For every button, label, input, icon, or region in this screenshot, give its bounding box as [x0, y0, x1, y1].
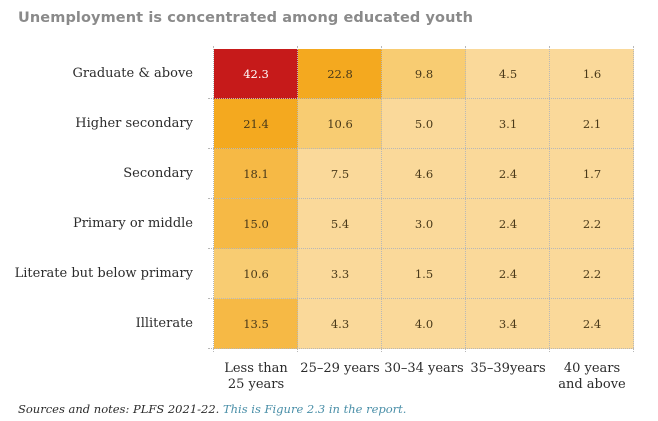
heatmap-cell: 3.3: [298, 249, 382, 299]
heatmap-cell: 3.1: [466, 99, 550, 149]
grid-line-vertical: [465, 46, 466, 352]
grid-line-vertical: [633, 46, 634, 352]
heatmap-cell: 3.0: [382, 199, 466, 249]
heatmap-cell: 2.4: [550, 299, 634, 349]
row-label: Literate but below primary: [14, 266, 193, 281]
heatmap-cell: 9.8: [382, 49, 466, 99]
source-note: Sources and notes: PLFS 2021-22. This is…: [18, 402, 406, 416]
heatmap-cell: 1.6: [550, 49, 634, 99]
heatmap-cell: 15.0: [214, 199, 298, 249]
heatmap-cell: 21.4: [214, 99, 298, 149]
column-label: 40 years and above: [558, 361, 626, 392]
heatmap-cell: 7.5: [298, 149, 382, 199]
column-label: Less than 25 years: [224, 361, 288, 392]
heatmap-cell: 2.2: [550, 199, 634, 249]
grid-line-horizontal: [208, 248, 634, 249]
grid-line-horizontal: [208, 348, 634, 349]
column-label: 30–34 years: [384, 361, 464, 376]
heatmap-cell: 1.5: [382, 249, 466, 299]
row-label: Secondary: [123, 166, 193, 181]
column-label: 35–39years: [470, 361, 546, 376]
figure-reference: This is Figure 2.3 in the report.: [222, 402, 407, 416]
row-label: Graduate & above: [72, 66, 194, 81]
grid-line-horizontal: [208, 198, 634, 199]
heatmap-cell: 13.5: [214, 299, 298, 349]
heatmap-cell: 2.4: [466, 149, 550, 199]
heatmap-cell: 2.4: [466, 249, 550, 299]
heatmap-cell: 22.8: [298, 49, 382, 99]
heatmap-cell: 4.3: [298, 299, 382, 349]
row-label: Higher secondary: [75, 116, 193, 131]
chart-title: Unemployment is concentrated among educa…: [18, 10, 473, 26]
grid-line-vertical: [549, 46, 550, 352]
grid-line-horizontal: [208, 298, 634, 299]
heatmap-cell: 1.7: [550, 149, 634, 199]
source-text: Sources and notes: PLFS 2021-22.: [18, 402, 220, 416]
grid-line-vertical: [381, 46, 382, 352]
heatmap-cell: 5.0: [382, 99, 466, 149]
grid-line-horizontal: [208, 148, 634, 149]
heatmap-cell: 5.4: [298, 199, 382, 249]
heatmap-cell: 4.6: [382, 149, 466, 199]
heatmap-cell: 4.0: [382, 299, 466, 349]
column-label: 25–29 years: [300, 361, 380, 376]
grid-line-vertical: [213, 46, 214, 352]
row-label: Primary or middle: [72, 216, 193, 231]
grid-line-horizontal: [208, 98, 634, 99]
heatmap-cell: 10.6: [298, 99, 382, 149]
row-label: Illiterate: [135, 316, 193, 331]
heatmap-cell: 4.5: [466, 49, 550, 99]
grid-line-vertical: [297, 46, 298, 352]
heatmap-cell: 2.4: [466, 199, 550, 249]
heatmap-cell: 10.6: [214, 249, 298, 299]
heatmap-cell: 3.4: [466, 299, 550, 349]
heatmap-cell: 18.1: [214, 149, 298, 199]
heatmap-cell: 2.1: [550, 99, 634, 149]
heatmap-cell: 2.2: [550, 249, 634, 299]
heatmap-cell: 42.3: [214, 49, 298, 99]
